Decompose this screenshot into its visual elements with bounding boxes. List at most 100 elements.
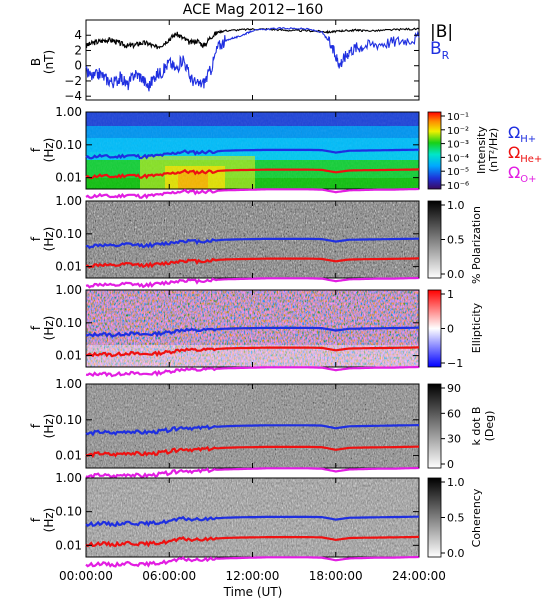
colorbar-tick-label: 0 [447,458,454,471]
y-tick-label: 1.00 [55,194,82,208]
legend-radial-main: B [430,39,442,59]
colorbar-k-dot-b [427,383,442,469]
series-group [85,27,420,92]
gyro-line-he-plus [85,257,419,269]
y-axis: 1.00 0.10 0.01 [55,377,419,463]
colorbar-tick-label: 0.5 [447,234,465,247]
colorbar-unit: (nT²/Hz) [487,128,500,172]
legend-omega-h-symbol: Ω [508,123,520,142]
legend-omega-he: ΩHe+ [508,143,542,165]
y-axis-unit: (Hz) [42,227,56,252]
y-tick-label: 0 [74,59,82,73]
series-line-b-radial [85,27,420,92]
x-tick-label: 06:00:00 [142,569,196,583]
panel-k-dot-b: 1.00 0.10 0.01 f (Hz) 90 60 30 0 k dot B (Deg… [29,377,496,480]
gyro-line-o-plus [85,276,419,289]
colorbar-tick-label: 10⁻³ [447,140,469,151]
colorbar-label: % Polarization [470,206,483,284]
legend-omega-he-symbol: Ω [508,143,520,162]
colorbar-tick-label: 0.5 [447,512,465,525]
gyro-line-o-plus [85,187,419,200]
colorbar-tick-label: 0.0 [447,547,465,560]
y-tick-label: 2 [74,43,82,57]
y-tick-label: 0.01 [55,349,82,363]
y-axis: 1.00 0.10 0.01 [55,105,419,185]
y-tick-label: 0.01 [55,260,82,274]
panel-coherency: 1.00 0.10 0.01 f (Hz) 1.0 0.5 0.0 Coherency [29,471,483,568]
y-axis: −4−20 24 [64,28,419,103]
colorbar-tick-label: 10⁻⁶ [447,181,469,192]
gyro-lines [85,148,419,200]
colorbar-tick-label: −1 [447,357,463,370]
gyro-line-h-plus [85,326,419,338]
colorbar-label: Intensity [475,126,488,174]
colorbar-coherency [427,477,442,558]
colorbar-tick-label: 10⁻¹ [447,112,469,123]
y-axis-unit: (Hz) [42,414,56,439]
gyro-line-h-plus [85,515,419,528]
colorbar-tick-label: 1.0 [447,199,465,212]
legend-label-radial: BR [430,39,450,62]
colorbar-tick-label: 30 [447,433,461,446]
y-axis: 1.00 0.10 0.01 [55,471,419,552]
legend-label-magnitude: |B| [430,22,453,42]
gyro-lines [85,424,420,480]
y-tick-label: 0.01 [55,538,82,552]
y-axis-unit: (Hz) [42,508,56,533]
colorbar-tick-label: 1 [447,288,454,301]
colorbar-tick-label: 0.0 [447,268,465,281]
legend-omega-o-symbol: Ω [508,163,520,182]
y-axis-label: f [29,423,43,428]
colorbar-tick-label: 10⁻² [447,126,469,137]
x-tick-label: 12:00:00 [226,569,280,583]
colorbar-ticks: 10⁻¹ 10⁻² 10⁻³ 10⁻⁴ 10⁻⁵ 10⁻⁶ [441,112,469,192]
y-tick-label: 0.01 [55,449,82,463]
y-axis: 1.00 0.10 0.01 [55,283,419,363]
gyro-lines [85,237,419,289]
colorbar-unit: (Deg) [483,411,496,442]
colorbar-tick-label: 90 [447,382,461,395]
gyro-line-h-plus [85,148,419,160]
y-axis-label: f [29,147,43,152]
y-tick-label: 4 [74,28,82,42]
colorbar-label: Coherency [470,488,483,547]
y-axis-label: f [29,236,43,241]
x-tick-label: 18:00:00 [309,569,363,583]
gyro-line-he-plus [85,168,419,180]
colorbar-ellipticity [427,289,442,368]
y-axis-label: f [29,517,43,522]
colorbar-label: Ellipticity [470,302,483,353]
gyro-line-h-plus [85,237,419,250]
y-axis-label: B [29,58,43,66]
y-axis: 1.00 0.10 0.01 [55,194,419,274]
panel-ellipticity: 1.00 0.10 0.01 f (Hz) 1 0 −1 Ellipticity [29,283,483,378]
colorbar-label: k dot B [470,407,483,446]
panel-frame [85,19,420,101]
y-tick-label: 0.10 [55,227,82,241]
y-axis-unit: (Hz) [42,138,56,163]
series-line-b-magnitude [85,27,420,50]
gyro-line-o-plus [85,555,419,568]
y-tick-label: 1.00 [55,105,82,119]
legend-omega-h-sub: H+ [520,134,536,145]
colorbar-ticks: 1.0 0.5 0.0 [441,476,465,560]
y-tick-label: −4 [64,89,82,103]
panel-polarization: 1.00 0.10 0.01 f (Hz) 1.0 0.5 0.0 % Polariza… [29,194,483,289]
legend-radial-sub: R [442,49,450,62]
panel-intensity: 1.00 0.10 0.01 f (Hz) 10⁻¹ 10⁻² 10⁻³ 10⁻⁴ 10⁻⁵… [29,105,542,200]
x-tick-label: 24:00:00 [392,569,446,583]
colorbar-tick-label: 1.0 [447,476,465,489]
gyro-lines [85,326,419,378]
colorbar-tick-label: 10⁻⁵ [447,167,469,178]
y-tick-label: 0.10 [55,138,82,152]
y-axis-unit: (nT) [42,50,56,74]
figure-title: ACE Mag 2012−160 [183,2,323,18]
colorbar-ticks: 90 60 30 0 [441,382,461,471]
colorbar-tick-label: 60 [447,407,461,420]
legend-omega-o: ΩO+ [508,163,536,185]
y-tick-label: 1.00 [55,471,82,485]
gyro-line-he-plus [85,346,419,358]
y-tick-label: −2 [64,74,82,88]
